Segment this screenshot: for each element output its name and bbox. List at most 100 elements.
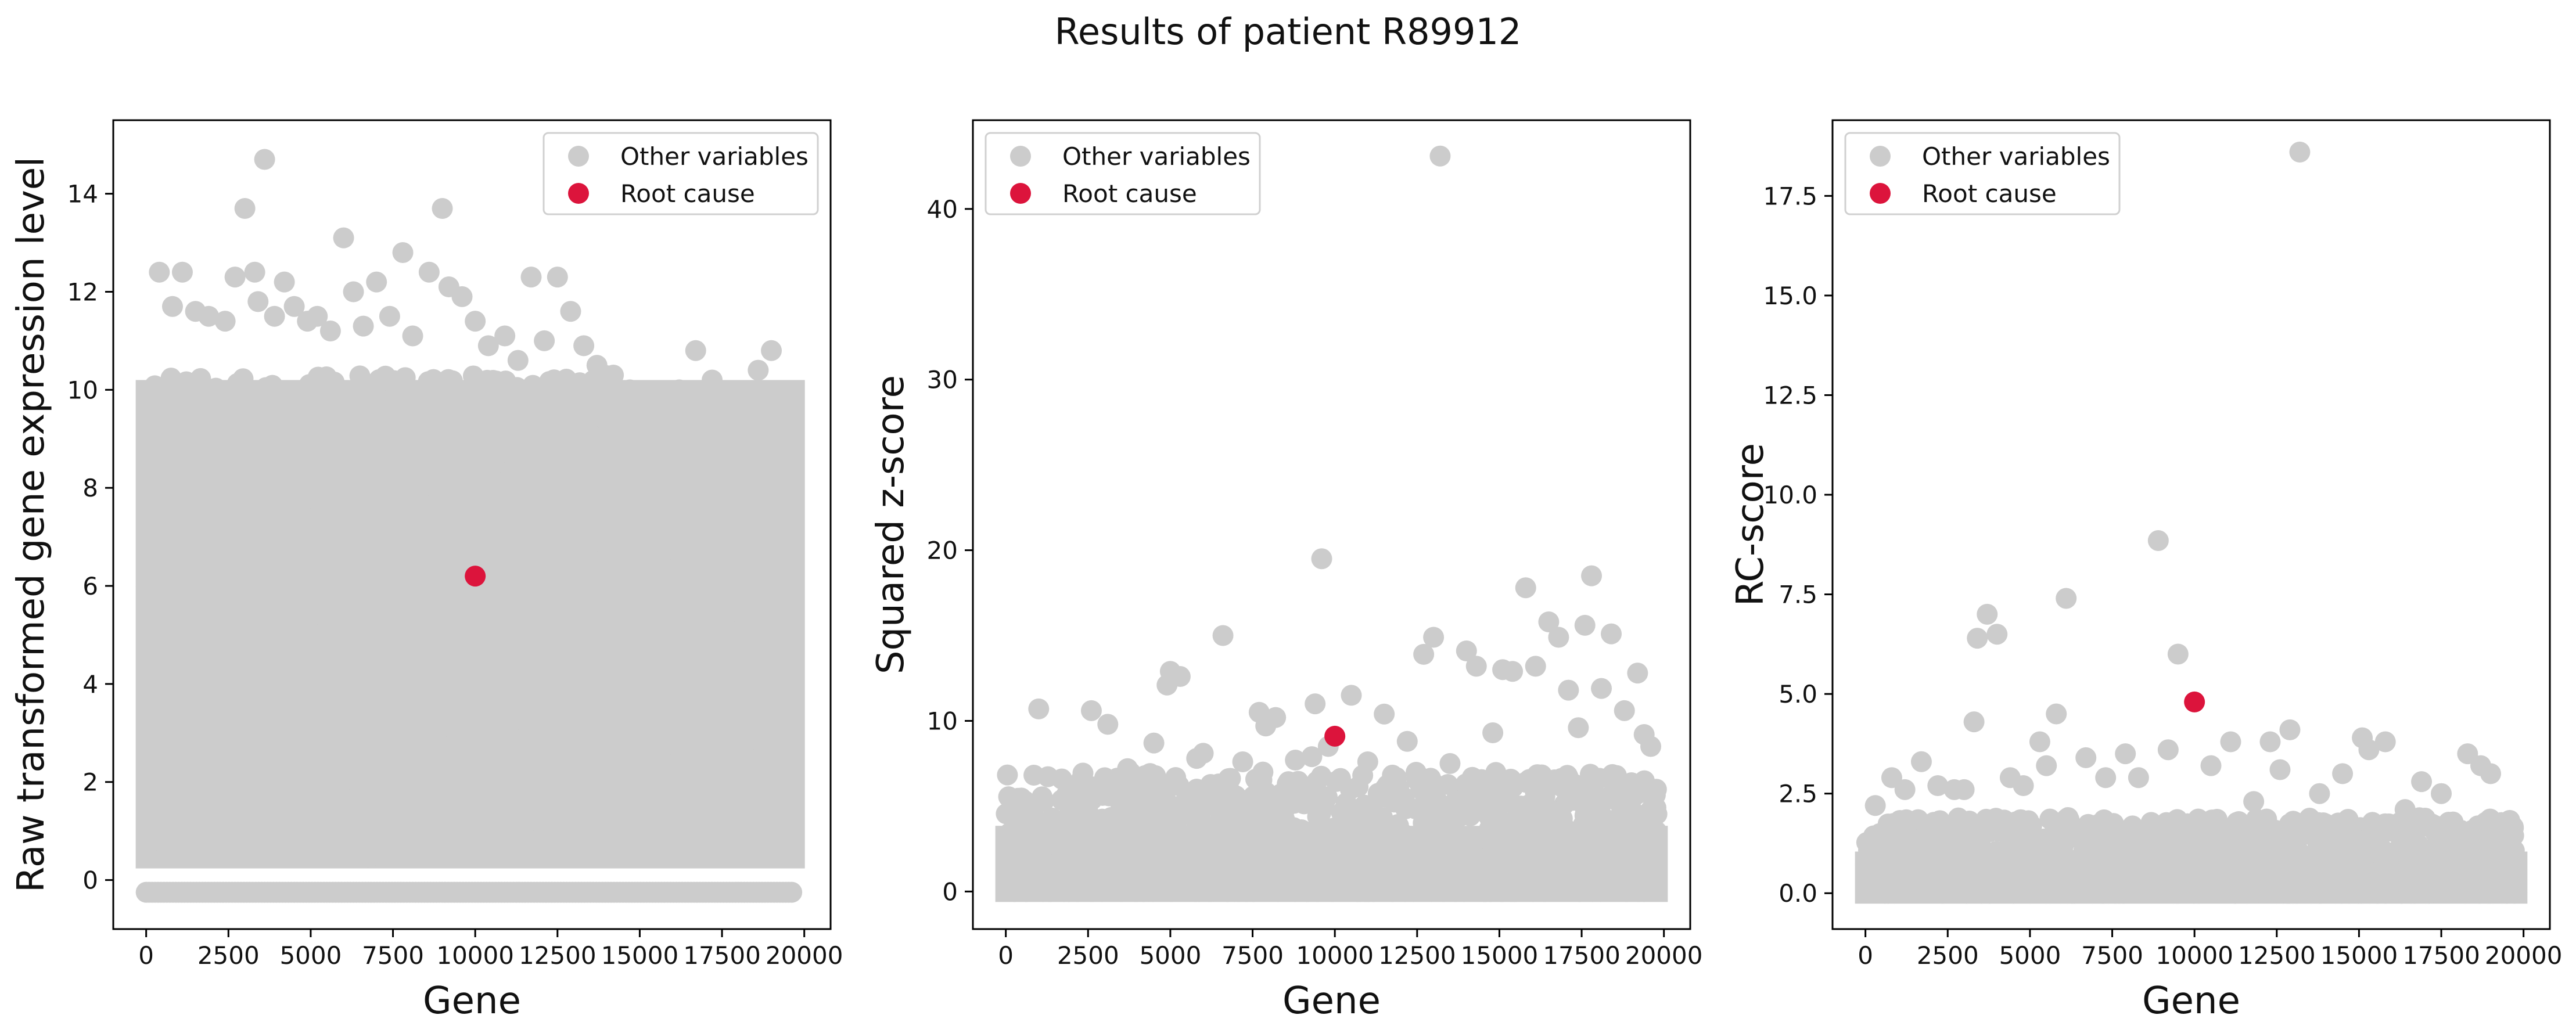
scatter-point-other	[179, 497, 200, 519]
scatter-point-other	[1465, 656, 1487, 677]
scatter-point-other	[1355, 871, 1376, 892]
scatter-point-other	[1445, 881, 1467, 902]
scatter-point-other	[725, 795, 746, 816]
scatter-point-other	[1285, 750, 1306, 771]
scatter-point-other	[465, 311, 486, 332]
scatter-point-other	[468, 636, 490, 657]
scatter-point-other	[223, 442, 245, 464]
scatter-point-other	[220, 383, 242, 404]
scatter-point-other	[543, 640, 565, 662]
scatter-point-other	[613, 698, 634, 719]
scatter-point-other	[162, 748, 184, 769]
scatter-point-other	[710, 693, 731, 715]
scatter-point-other	[379, 793, 400, 815]
scatter-point-other	[680, 542, 701, 564]
scatter-point-other	[606, 843, 627, 865]
scatter-point-other	[139, 708, 160, 730]
scatter-point-other	[244, 261, 265, 283]
scatter-point-other	[349, 365, 371, 387]
scatter-point-other	[1601, 764, 1623, 785]
scatter-point-other	[278, 702, 300, 724]
scatter-point-other	[732, 702, 754, 724]
scatter-point-other	[329, 724, 351, 746]
scatter-point-other	[333, 227, 354, 249]
scatter-point-other	[315, 593, 336, 614]
scatter-point-other	[1109, 778, 1131, 800]
scatter-point-other	[596, 786, 617, 807]
scatter-point-other	[1557, 780, 1578, 801]
axes-frame	[972, 119, 1691, 930]
scatter-point-other	[779, 634, 800, 655]
scatter-point-other	[380, 451, 401, 473]
scatter-point-other	[684, 566, 705, 587]
scatter-point-other	[389, 834, 410, 855]
scatter-point-other	[603, 365, 624, 386]
scatter-point-other	[1102, 811, 1124, 832]
scatter-point-other	[749, 824, 771, 845]
scatter-point-other	[1237, 799, 1259, 820]
scatter-point-other	[631, 562, 653, 583]
scatter-point-other	[229, 735, 251, 757]
scatter-point-other	[534, 501, 555, 523]
scatter-point-other	[1414, 865, 1436, 886]
scatter-point-other	[1387, 814, 1409, 835]
scatter-point-other	[441, 552, 463, 573]
scatter-point-other	[1572, 839, 1594, 861]
scatter-point-other	[1145, 765, 1166, 786]
scatter-point-other	[289, 674, 310, 696]
scatter-point-other	[1220, 787, 1241, 809]
scatter-point-other	[1196, 782, 1217, 803]
scatter-point-other	[401, 654, 423, 676]
scatter-point-other	[541, 660, 562, 681]
scatter-point-other	[1007, 880, 1028, 901]
scatter-point-other	[195, 381, 217, 402]
scatter-point-other	[502, 629, 523, 650]
scatter-point-other	[1299, 872, 1320, 893]
scatter-point-other	[139, 609, 160, 630]
scatter-point-other	[682, 474, 703, 495]
scatter-point-other	[721, 634, 742, 655]
y-tick-label: 12	[67, 278, 98, 306]
scatter-point-other	[361, 683, 383, 705]
scatter-point-other	[412, 422, 433, 443]
scatter-point-other	[638, 836, 659, 857]
scatter-point-other	[511, 435, 533, 456]
scatter-point-other	[486, 497, 507, 519]
scatter-point-other	[1117, 758, 1138, 779]
scatter-point-other	[1522, 881, 1544, 902]
scatter-point-other	[1374, 703, 1395, 725]
scatter-point-other	[687, 826, 708, 847]
scatter-point-other	[266, 458, 288, 480]
scatter-point-other	[572, 619, 593, 640]
scatter-point-other	[391, 631, 412, 653]
scatter-point-other	[1091, 857, 1113, 879]
panel-raw-expression: 0 2500 5000 7500 10000 12500 15000 17500 2000002…	[10, 119, 843, 1023]
scatter-point-other	[479, 476, 500, 497]
scatter-point-other	[136, 381, 158, 403]
scatter-point-other	[224, 267, 246, 288]
scatter-point-other	[1169, 666, 1191, 688]
y-tick-label: 4	[82, 670, 98, 699]
scatter-point-other	[231, 460, 252, 482]
scatter-point-other	[377, 410, 398, 431]
scatter-points	[135, 149, 805, 903]
scatter-point-other	[354, 757, 375, 779]
scatter-point-other	[349, 521, 371, 542]
scatter-point-other	[663, 579, 684, 600]
x-tick-label: 12500	[519, 941, 597, 970]
scatter-point-other	[554, 563, 575, 585]
scatter-point-other	[778, 495, 800, 517]
scatter-point-other	[401, 484, 423, 506]
scatter-point-other	[724, 593, 746, 614]
scatter-point-other	[361, 824, 383, 845]
scatter-point-other	[1145, 857, 1166, 879]
scatter-point-other	[468, 525, 490, 546]
scatter-point-other	[772, 735, 793, 756]
scatter-point-other	[336, 766, 357, 788]
scatter-point-other	[164, 622, 185, 644]
scatter-point-other	[141, 577, 162, 598]
scatter-point-other	[191, 608, 213, 629]
scatter-point-other	[433, 610, 455, 632]
x-tick-label: 7500	[362, 941, 424, 970]
